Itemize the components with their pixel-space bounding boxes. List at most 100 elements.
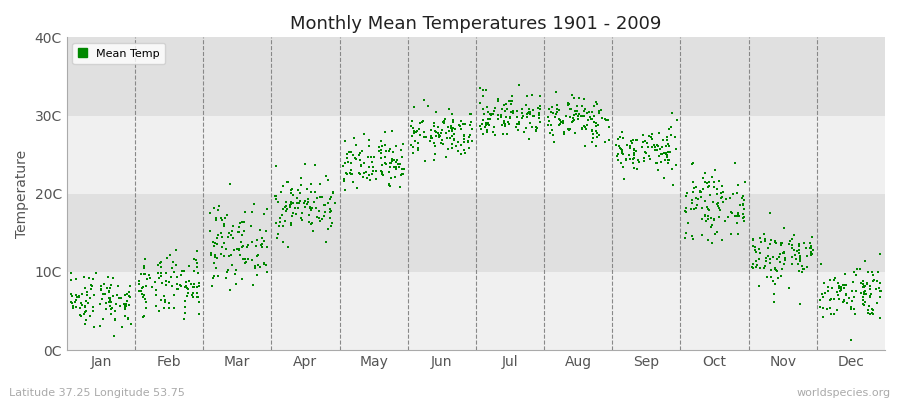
Point — [836, 282, 850, 288]
Point — [229, 267, 243, 273]
Point — [636, 139, 651, 145]
Point — [839, 290, 853, 297]
Point — [555, 120, 570, 126]
Point — [338, 186, 352, 193]
Point — [549, 109, 563, 116]
Point — [226, 235, 240, 241]
Point — [379, 148, 393, 154]
Point — [161, 279, 176, 285]
Point — [190, 264, 204, 270]
Point — [302, 204, 317, 210]
Point — [366, 168, 381, 175]
Point — [434, 130, 448, 136]
Point — [338, 160, 352, 166]
Point — [632, 159, 646, 165]
Point — [866, 310, 880, 317]
Point — [685, 160, 699, 167]
Point — [181, 290, 195, 296]
Point — [481, 116, 495, 122]
Point — [862, 286, 877, 292]
Point — [496, 131, 510, 138]
Point — [154, 270, 168, 276]
Point — [689, 184, 704, 190]
Point — [601, 124, 616, 130]
Point — [646, 142, 661, 148]
Point — [686, 179, 700, 186]
Point — [782, 240, 796, 247]
Point — [645, 136, 660, 142]
Point — [436, 120, 451, 126]
Point — [190, 284, 204, 291]
Point — [179, 283, 194, 289]
Point — [584, 116, 598, 122]
Point — [142, 272, 157, 279]
Point — [436, 119, 450, 125]
Point — [284, 201, 299, 207]
Point — [339, 155, 354, 161]
Point — [322, 196, 337, 202]
Point — [215, 216, 230, 223]
Point — [763, 241, 778, 248]
Point — [574, 102, 589, 109]
Point — [73, 312, 87, 318]
Point — [175, 272, 189, 278]
Point — [552, 122, 566, 128]
Point — [294, 214, 309, 221]
Point — [585, 116, 599, 122]
Point — [177, 284, 192, 290]
Point — [394, 172, 409, 178]
Point — [423, 138, 437, 144]
Point — [824, 311, 839, 318]
Point — [636, 155, 651, 162]
Point — [184, 281, 198, 287]
Point — [837, 285, 851, 292]
Point — [404, 133, 419, 139]
Bar — [67, 194, 885, 272]
Point — [118, 306, 132, 312]
Point — [615, 147, 629, 153]
Point — [139, 282, 153, 289]
Point — [68, 292, 83, 298]
Point — [567, 112, 581, 118]
Point — [217, 221, 231, 227]
Point — [485, 111, 500, 117]
Point — [872, 294, 886, 300]
Point — [446, 135, 461, 142]
Point — [435, 137, 449, 143]
Point — [303, 204, 318, 211]
Point — [718, 218, 733, 224]
Point — [98, 306, 112, 312]
Point — [495, 106, 509, 112]
Point — [425, 135, 439, 142]
Point — [280, 179, 294, 185]
Point — [654, 151, 669, 157]
Point — [791, 260, 806, 267]
Point — [503, 108, 517, 115]
Point — [94, 282, 108, 289]
Point — [752, 250, 767, 256]
Point — [259, 228, 274, 234]
Point — [698, 213, 712, 220]
Point — [571, 115, 585, 122]
Point — [462, 134, 476, 141]
Point — [763, 267, 778, 273]
Point — [151, 308, 166, 314]
Point — [793, 255, 807, 262]
Point — [104, 306, 118, 313]
Point — [457, 139, 472, 145]
Point — [284, 186, 299, 192]
Point — [365, 171, 380, 177]
Point — [576, 113, 590, 119]
Point — [659, 151, 673, 157]
Point — [567, 117, 581, 124]
Point — [589, 123, 603, 130]
Point — [799, 245, 814, 252]
Point — [304, 180, 319, 187]
Point — [506, 110, 520, 117]
Point — [610, 157, 625, 164]
Point — [630, 166, 644, 172]
Point — [750, 262, 764, 269]
Point — [312, 208, 327, 214]
Point — [827, 311, 842, 318]
Point — [105, 274, 120, 281]
